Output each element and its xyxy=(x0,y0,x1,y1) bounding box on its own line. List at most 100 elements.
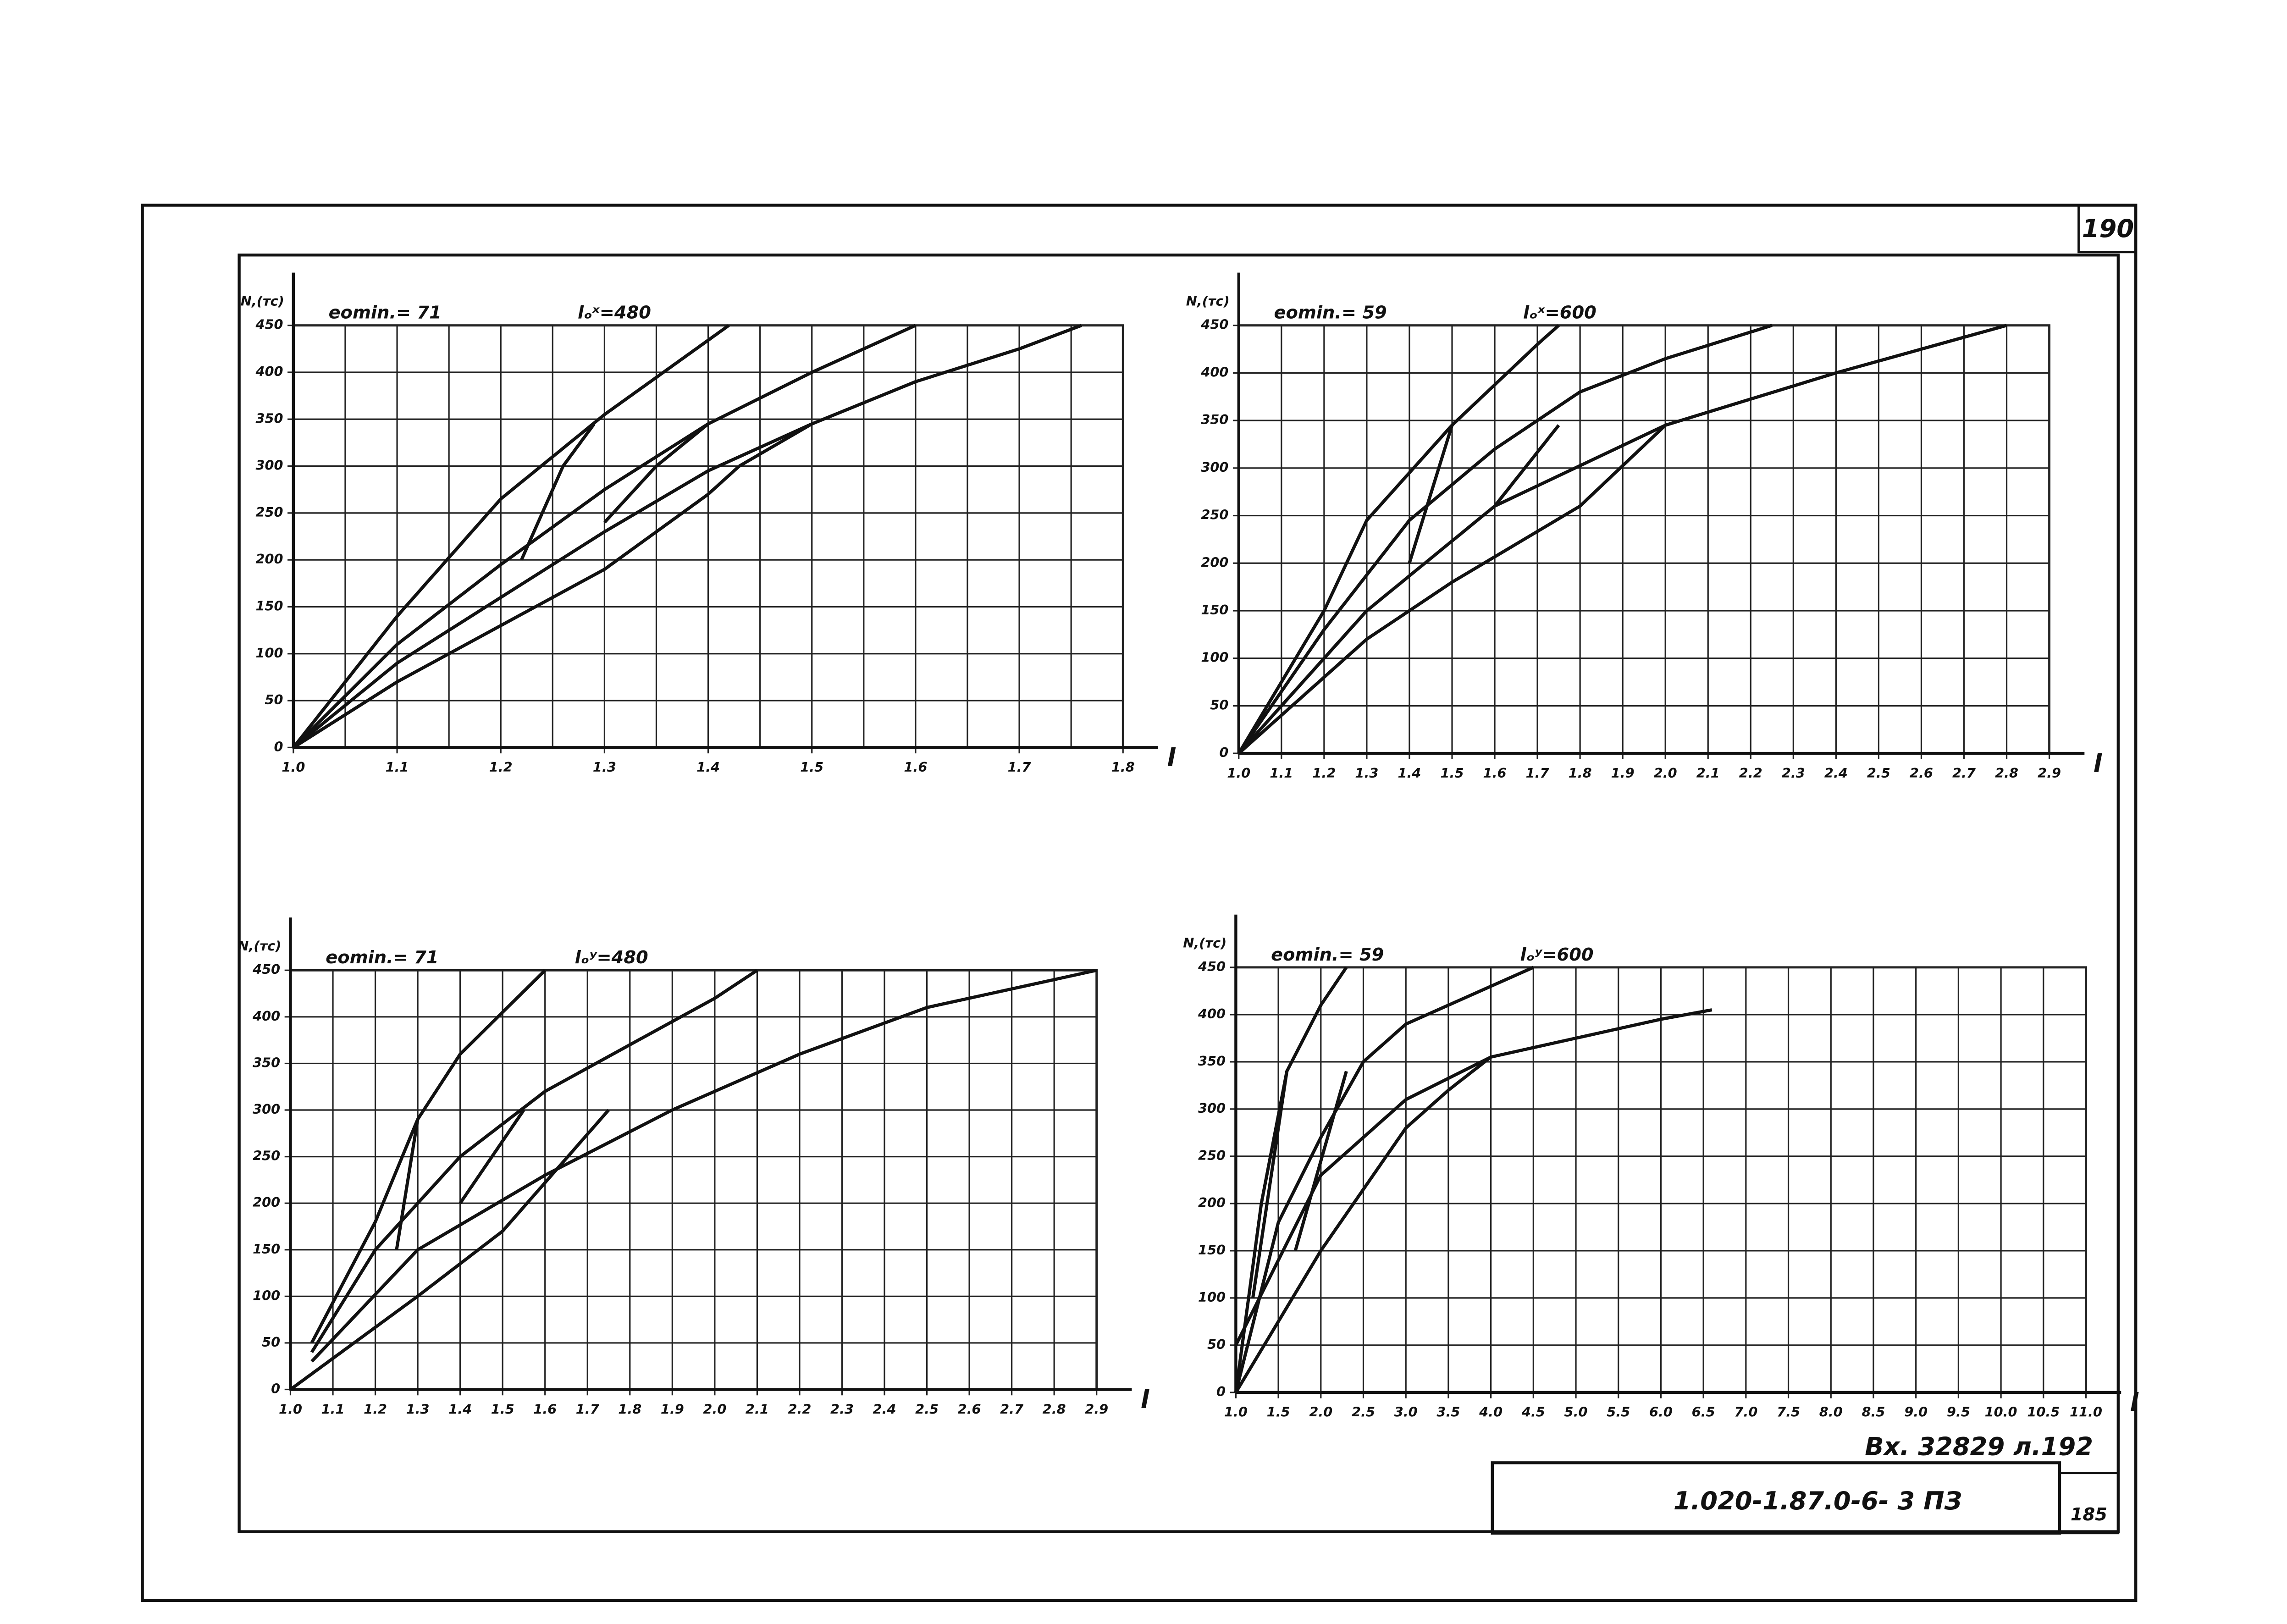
x-tick-label: 4.0 xyxy=(1479,1404,1503,1420)
x-tick-label: 1.0 xyxy=(1224,1404,1248,1420)
x-tick-label: 2.1 xyxy=(1696,765,1720,781)
sheet-box xyxy=(2058,1472,2120,1535)
x-tick-label: 7.5 xyxy=(1777,1404,1800,1420)
x-tick-label: 2.8 xyxy=(1995,765,2018,781)
x-tick-label: 2.5 xyxy=(1352,1404,1375,1420)
sheet-number: 190 xyxy=(2082,214,2134,243)
x-tick-label: 1.6 xyxy=(1483,765,1507,781)
x-tick-label: 1.7 xyxy=(1008,759,1031,775)
y-axis-label: N,(тс) xyxy=(1186,293,1230,309)
curve xyxy=(395,1119,420,1250)
x-tick-label: 1.0 xyxy=(282,759,305,775)
annotation: eomin.= 71 xyxy=(326,947,438,968)
y-tick-label: 250 xyxy=(255,504,283,520)
x-tick-label: 1.0 xyxy=(279,1401,302,1417)
x-tick-label: 5.5 xyxy=(1607,1404,1630,1420)
y-tick-label: 0 xyxy=(274,739,283,754)
x-tick-label: 2.7 xyxy=(1952,765,1976,781)
y-tick-label: 450 xyxy=(1198,959,1226,974)
x-tick-label: 2.9 xyxy=(2038,765,2061,781)
x-tick-label: 2.3 xyxy=(830,1401,854,1417)
curve xyxy=(1234,966,1534,1393)
x-tick-label: 1.1 xyxy=(1270,765,1293,781)
x-tick-label: 1.3 xyxy=(406,1401,430,1417)
sheet-label: 185 xyxy=(2071,1504,2107,1525)
y-tick-label: 50 xyxy=(1207,1337,1226,1352)
x-axis-label: l xyxy=(2130,1388,2139,1417)
x-tick-label: 1.2 xyxy=(364,1401,387,1417)
y-tick-label: 200 xyxy=(1201,554,1228,570)
curve xyxy=(293,464,740,749)
curve xyxy=(1408,425,1454,564)
curve xyxy=(1237,324,1773,755)
x-tick-label: 1.5 xyxy=(1267,1404,1290,1420)
x-tick-label: 2.9 xyxy=(1085,1401,1108,1417)
y-tick-label: 350 xyxy=(255,410,283,426)
y-tick-label: 250 xyxy=(253,1148,280,1164)
y-tick-label: 300 xyxy=(1201,459,1228,475)
y-tick-label: 250 xyxy=(1201,507,1228,523)
curve xyxy=(292,324,730,749)
y-tick-label: 200 xyxy=(255,551,283,567)
x-tick-label: 3.0 xyxy=(1394,1404,1418,1420)
x-tick-label: 1.5 xyxy=(491,1401,514,1417)
x-tick-label: 1.6 xyxy=(904,759,927,775)
curve xyxy=(1251,1071,1289,1298)
x-tick-label: 1.8 xyxy=(618,1401,641,1417)
x-tick-label: 1.2 xyxy=(489,759,513,775)
outer-frame xyxy=(141,204,2138,1602)
y-tick-label: 300 xyxy=(1198,1100,1226,1116)
y-tick-label: 150 xyxy=(1201,602,1228,618)
x-tick-label: 3.5 xyxy=(1436,1404,1460,1420)
incoming-stamp: Вх. 32829 л.192 xyxy=(1865,1432,2093,1461)
y-tick-label: 400 xyxy=(252,1008,280,1024)
y-tick-label: 450 xyxy=(255,317,283,332)
x-tick-label: 2.0 xyxy=(1654,765,1677,781)
y-tick-label: 350 xyxy=(1201,412,1228,427)
y-tick-label: 150 xyxy=(255,598,283,613)
annotation: eomin.= 59 xyxy=(1271,945,1384,965)
y-tick-label: 0 xyxy=(271,1381,280,1397)
x-tick-label: 10.5 xyxy=(2027,1404,2060,1420)
x-tick-label: 1.8 xyxy=(1111,759,1135,775)
y-tick-label: 200 xyxy=(1198,1195,1226,1210)
curve xyxy=(292,324,917,749)
x-tick-label: 10.0 xyxy=(1985,1404,2017,1420)
y-tick-label: 0 xyxy=(1219,745,1228,760)
x-tick-label: 2.5 xyxy=(1867,765,1890,781)
x-tick-label: 1.4 xyxy=(1398,765,1421,781)
y-tick-label: 150 xyxy=(1198,1242,1226,1258)
x-tick-label: 1.9 xyxy=(661,1401,684,1417)
plot-frame xyxy=(1237,324,2050,755)
x-axis-label: l xyxy=(2093,749,2102,778)
x-tick-label: 1.6 xyxy=(533,1401,557,1417)
y-tick-label: 150 xyxy=(253,1241,280,1257)
x-tick-label: 8.0 xyxy=(1819,1404,1843,1420)
x-tick-label: 9.5 xyxy=(1947,1404,1970,1420)
curve xyxy=(459,1109,525,1204)
x-tick-label: 1.3 xyxy=(593,759,616,775)
curve xyxy=(738,422,813,468)
sheet-number-box xyxy=(2077,204,2137,254)
x-tick-label: 1.1 xyxy=(386,759,409,775)
x-tick-label: 2.1 xyxy=(746,1401,769,1417)
y-tick-label: 450 xyxy=(1200,317,1228,332)
x-tick-label: 2.2 xyxy=(788,1401,811,1417)
y-tick-label: 400 xyxy=(1200,364,1228,380)
y-tick-label: 100 xyxy=(1198,1289,1226,1305)
x-tick-label: 1.7 xyxy=(1526,765,1549,781)
x-tick-label: 1.5 xyxy=(1441,765,1464,781)
x-tick-label: 1.0 xyxy=(1227,765,1250,781)
y-tick-label: 100 xyxy=(255,645,283,661)
y-tick-label: 300 xyxy=(253,1101,280,1117)
curve xyxy=(1234,1055,1492,1393)
x-tick-label: 2.6 xyxy=(958,1401,981,1417)
curve xyxy=(1234,966,1348,1393)
x-tick-label: 1.7 xyxy=(576,1401,599,1417)
y-tick-label: 400 xyxy=(255,364,283,379)
y-tick-label: 350 xyxy=(253,1055,280,1070)
curve xyxy=(603,422,709,524)
document-code: 1.020-1.87.0-6- 3 ПЗ xyxy=(1674,1486,1962,1515)
x-tick-label: 1.4 xyxy=(696,759,720,775)
x-tick-label: 6.5 xyxy=(1692,1404,1715,1420)
